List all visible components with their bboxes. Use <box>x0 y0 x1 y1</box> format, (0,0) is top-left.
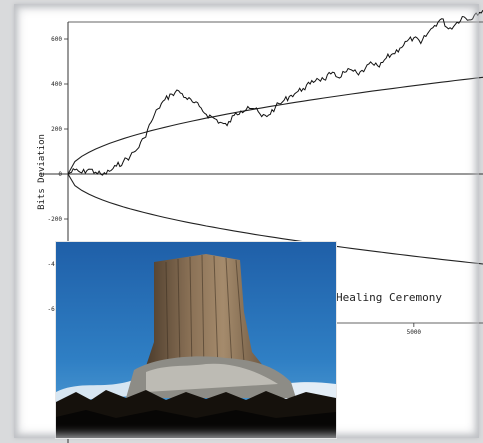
y-tick-label: -600 <box>48 306 63 313</box>
event-annotation: Healing Ceremony <box>336 291 442 304</box>
y-tick-label: 600 <box>51 36 62 43</box>
y-tick-label: 400 <box>51 81 62 88</box>
y-tick-label: 200 <box>51 126 62 133</box>
envelope-upper <box>67 76 483 175</box>
deviation-series-line <box>67 9 483 176</box>
y-axis-label: Bits Deviation <box>37 134 47 210</box>
x-tick-label: 5000 <box>407 329 422 336</box>
envelope-lower <box>67 173 483 265</box>
devils-tower-photo <box>55 241 337 439</box>
y-tick-label: -400 <box>48 261 63 268</box>
y-tick-label: -200 <box>48 216 63 223</box>
x-ticks: 5000 <box>407 323 422 336</box>
y-tick-label: 0 <box>58 171 62 178</box>
